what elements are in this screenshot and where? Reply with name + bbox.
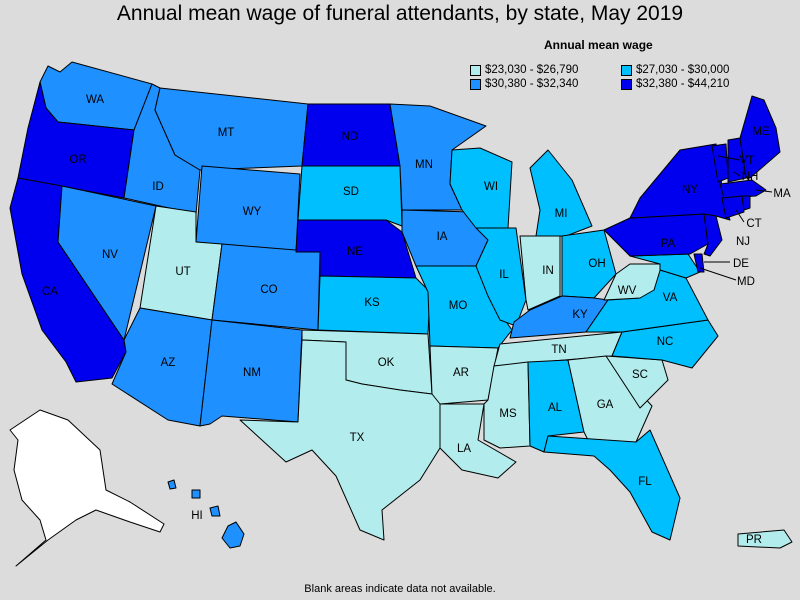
state-mi[interactable] <box>529 149 593 237</box>
label-tx: TX <box>350 432 365 444</box>
legend-label: $30,380 - $32,340 <box>485 78 579 90</box>
label-nh: NH <box>742 171 759 183</box>
label-nv: NV <box>102 249 118 261</box>
label-ut: UT <box>175 266 190 278</box>
state-tx[interactable] <box>239 339 441 541</box>
leader-ct <box>735 209 745 223</box>
label-mo: MO <box>449 300 468 312</box>
state-pr[interactable] <box>737 529 793 549</box>
label-ok: OK <box>378 357 395 369</box>
state-hi-big-island[interactable] <box>221 521 245 549</box>
label-id: ID <box>152 181 164 193</box>
label-fl: FL <box>638 476 652 488</box>
state-nj[interactable] <box>703 213 723 257</box>
label-hi: HI <box>191 510 203 522</box>
state-il[interactable] <box>475 227 527 327</box>
label-mi: MI <box>555 208 568 220</box>
label-nd: ND <box>342 131 359 143</box>
label-nm: NM <box>243 367 261 379</box>
label-mn: MN <box>415 159 433 171</box>
leader-vt <box>717 155 741 161</box>
legend-swatch <box>470 64 481 76</box>
label-nj: NJ <box>736 236 750 248</box>
state-fl[interactable] <box>543 429 681 541</box>
legend-item-c4: $32,380 - $44,210 <box>621 78 729 90</box>
label-oh: OH <box>588 258 605 270</box>
legend-swatch <box>621 64 632 76</box>
state-ri[interactable] <box>741 195 751 211</box>
legend-item-c1: $23,030 - $26,790 <box>470 64 578 76</box>
footnote: Blank areas indicate data not available. <box>304 583 496 595</box>
legend-label: $32,380 - $44,210 <box>636 78 730 90</box>
label-ia: IA <box>437 231 448 243</box>
label-sc: SC <box>632 369 648 381</box>
state-hi-maui[interactable] <box>209 505 221 517</box>
map-title: Annual mean wage of funeral attendants, … <box>116 2 684 25</box>
legend-label: $23,030 - $26,790 <box>485 64 579 76</box>
label-or: OR <box>69 154 86 166</box>
label-ks: KS <box>364 297 380 309</box>
label-nc: NC <box>657 336 674 348</box>
state-ar[interactable] <box>429 345 499 405</box>
label-wi: WI <box>484 181 498 193</box>
label-ga: GA <box>597 399 614 411</box>
label-ar: AR <box>453 367 469 379</box>
label-tn: TN <box>551 344 566 356</box>
label-co: CO <box>260 284 277 296</box>
label-wv: WV <box>618 285 637 297</box>
legend-swatch <box>470 78 481 90</box>
legend-title: Annual mean wage <box>544 38 653 52</box>
leader-ma <box>755 189 773 193</box>
state-sd[interactable] <box>297 165 403 227</box>
label-ne: NE <box>347 246 363 258</box>
label-in: IN <box>542 265 554 277</box>
state-de[interactable] <box>693 253 705 273</box>
label-me: ME <box>752 126 770 138</box>
state-ak[interactable] <box>9 409 165 567</box>
label-ky: KY <box>572 309 588 321</box>
state-pa[interactable] <box>603 213 709 257</box>
label-va: VA <box>663 292 678 304</box>
label-de: DE <box>733 258 749 270</box>
label-mt: MT <box>218 127 235 139</box>
legend-item-c3: $30,380 - $32,340 <box>470 78 578 90</box>
state-la[interactable] <box>439 403 517 479</box>
legend-label: $27,030 - $30,000 <box>636 64 730 76</box>
state-ct[interactable] <box>721 195 745 219</box>
label-vt: VT <box>740 155 755 167</box>
state-oh[interactable] <box>561 229 617 299</box>
state-hi-kauai[interactable] <box>167 479 177 490</box>
label-ms: MS <box>499 408 517 420</box>
label-al: AL <box>548 402 563 414</box>
legend-item-c2: $27,030 - $30,000 <box>621 64 729 76</box>
leader-nh <box>733 171 741 177</box>
label-ma: MA <box>773 188 791 200</box>
state-ma[interactable] <box>719 179 767 199</box>
state-in[interactable] <box>519 235 561 311</box>
label-il: IL <box>499 269 509 281</box>
state-hi-oahu[interactable] <box>191 489 201 499</box>
label-pr: PR <box>746 534 762 546</box>
label-ca: CA <box>42 286 58 298</box>
state-ky[interactable] <box>509 295 609 339</box>
label-wy: WY <box>243 206 262 218</box>
label-ct: CT <box>746 218 761 230</box>
label-wa: WA <box>86 94 104 106</box>
label-md: MD <box>737 276 755 288</box>
label-sd: SD <box>343 186 359 198</box>
state-me[interactable] <box>739 95 781 179</box>
leader-md <box>699 267 737 281</box>
legend-swatch <box>621 78 632 90</box>
label-az: AZ <box>161 357 176 369</box>
label-pa: PA <box>661 238 676 250</box>
label-la: LA <box>457 443 471 455</box>
label-ny: NY <box>682 184 698 196</box>
